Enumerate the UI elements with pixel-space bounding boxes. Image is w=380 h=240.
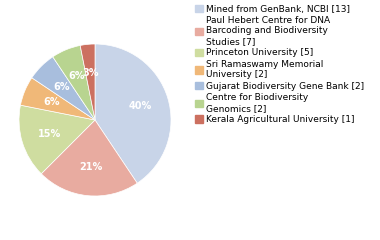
Text: 40%: 40% bbox=[128, 101, 152, 111]
Text: 21%: 21% bbox=[79, 162, 102, 172]
Text: 6%: 6% bbox=[69, 72, 85, 81]
Wedge shape bbox=[80, 44, 95, 120]
Wedge shape bbox=[32, 57, 95, 120]
Wedge shape bbox=[53, 45, 95, 120]
Wedge shape bbox=[19, 105, 95, 174]
Wedge shape bbox=[95, 44, 171, 183]
Text: 3%: 3% bbox=[82, 68, 99, 78]
Text: 6%: 6% bbox=[54, 82, 70, 92]
Wedge shape bbox=[41, 120, 137, 196]
Text: 6%: 6% bbox=[43, 97, 60, 107]
Text: 15%: 15% bbox=[38, 129, 62, 139]
Wedge shape bbox=[21, 78, 95, 120]
Legend: Mined from GenBank, NCBI [13], Paul Hebert Centre for DNA
Barcoding and Biodiver: Mined from GenBank, NCBI [13], Paul Hebe… bbox=[195, 5, 364, 124]
